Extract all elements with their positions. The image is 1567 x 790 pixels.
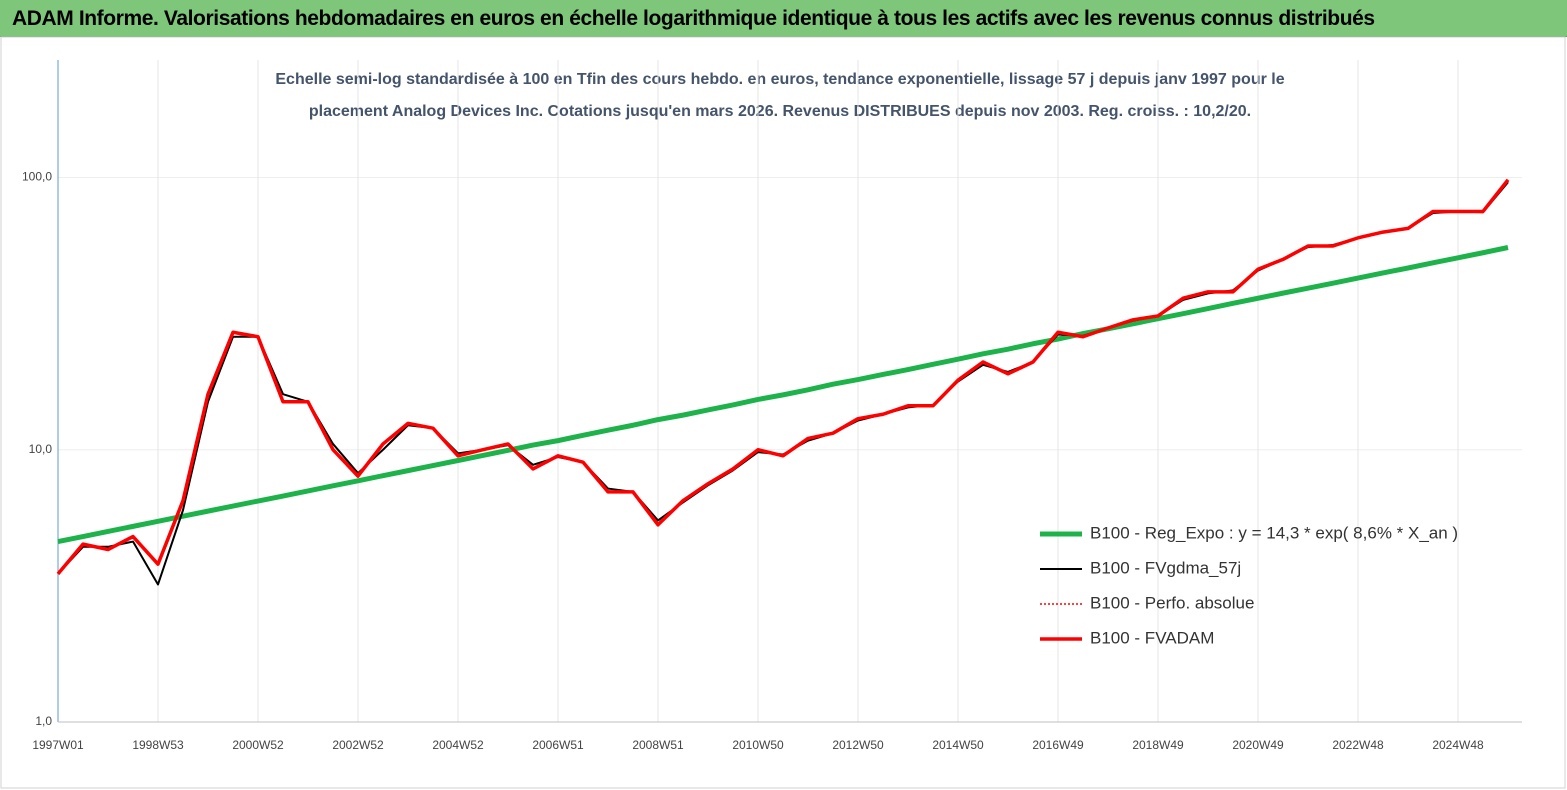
chart: Echelle semi-log standardisée à 100 en T…: [0, 36, 1566, 789]
x-tick-label: 2004W52: [432, 738, 484, 752]
series-line: [56, 178, 1510, 575]
x-tick-label: 2008W51: [632, 738, 684, 752]
chart-subtitle: placement Analog Devices Inc. Cotations …: [309, 103, 1251, 120]
x-tick-label: 2018W49: [1132, 738, 1184, 752]
chart-subtitle: Echelle semi-log standardisée à 100 en T…: [275, 71, 1284, 88]
banner: ADAM Informe. Valorisations hebdomadaire…: [0, 0, 1567, 37]
x-tick-label: 2020W49: [1232, 738, 1284, 752]
y-tick-label: 10,0: [29, 442, 53, 456]
x-tick-label: 1997W01: [32, 738, 84, 752]
x-tick-label: 2002W52: [332, 738, 384, 752]
legend-label: B100 - FVgdma_57j: [1090, 558, 1241, 577]
legend-label: B100 - Reg_Expo : y = 14,3 * exp( 8,6% *…: [1090, 523, 1458, 542]
x-tick-label: 2022W48: [1332, 738, 1384, 752]
x-tick-label: 2006W51: [532, 738, 584, 752]
legend-label: B100 - Perfo. absolue: [1090, 593, 1254, 612]
y-tick-label: 100,0: [22, 170, 52, 184]
x-tick-label: 2014W50: [932, 738, 984, 752]
x-tick-label: 2016W49: [1032, 738, 1084, 752]
legend-label: B100 - FVADAM: [1090, 628, 1214, 647]
x-tick-label: 2000W52: [232, 738, 284, 752]
y-tick-label: 1,0: [35, 714, 52, 728]
x-tick-label: 1998W53: [132, 738, 184, 752]
chart-frame: [0, 36, 1566, 789]
x-tick-label: 2012W50: [832, 738, 884, 752]
page-title: ADAM Informe. Valorisations hebdomadaire…: [12, 7, 1375, 30]
x-tick-label: 2024W48: [1432, 738, 1484, 752]
x-tick-label: 2010W50: [732, 738, 784, 752]
series-line: [57, 245, 1509, 544]
